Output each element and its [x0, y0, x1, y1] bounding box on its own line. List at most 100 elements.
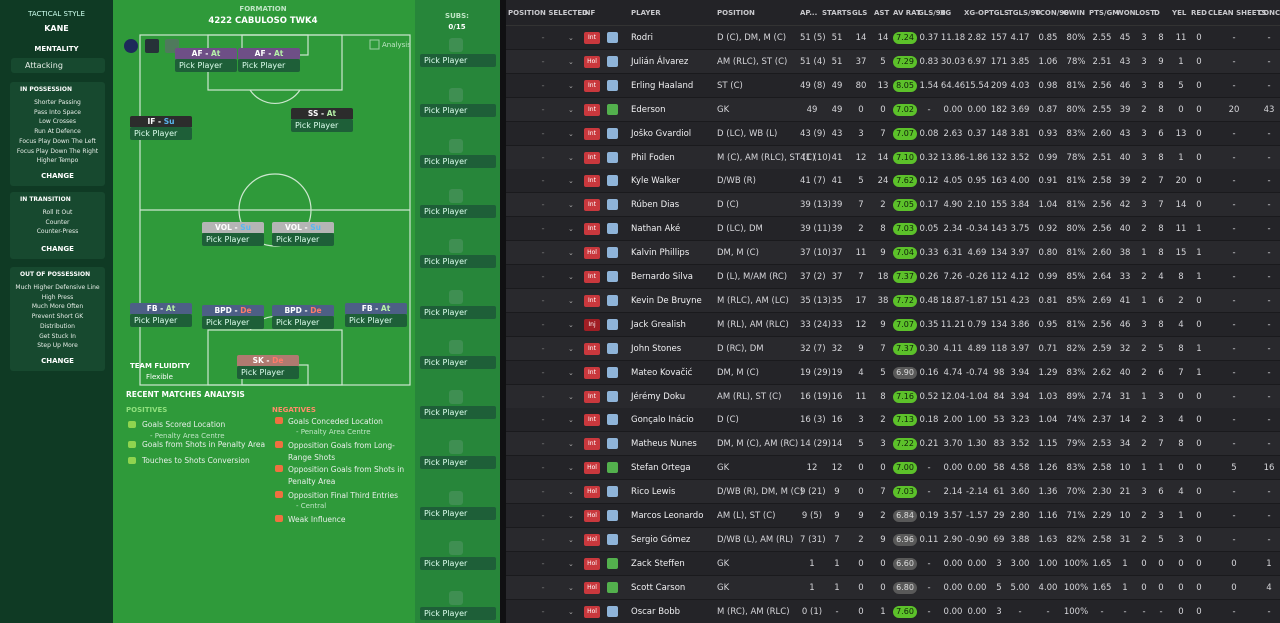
status-badge: Int: [584, 438, 600, 451]
pick-player[interactable]: Pick Player: [272, 233, 334, 246]
pick-player[interactable]: Pick Player: [420, 506, 496, 520]
pick-player[interactable]: Pick Player: [130, 127, 192, 140]
column-header[interactable]: TCON/90: [1035, 9, 1070, 17]
pick-player[interactable]: Pick Player: [420, 54, 496, 67]
cell: -: [1232, 319, 1236, 330]
cell: 3: [1141, 487, 1147, 498]
pick-player[interactable]: Pick Player: [291, 119, 353, 132]
pick-player[interactable]: Pick Player: [272, 316, 334, 329]
row-arrow: ⌄: [568, 296, 574, 305]
pick-player[interactable]: Pick Player: [420, 607, 496, 621]
pick-player[interactable]: Pick Player: [420, 104, 496, 118]
column-header[interactable]: INF: [582, 9, 596, 17]
cell: 82%: [1066, 534, 1086, 545]
column-header[interactable]: D: [1154, 9, 1160, 17]
column-header[interactable]: WON: [1116, 9, 1136, 17]
rating: 7.62: [893, 175, 917, 188]
pick-player[interactable]: Pick Player: [420, 154, 496, 168]
column-header[interactable]: STARTS: [822, 9, 852, 17]
column-header[interactable]: GWIN: [1063, 9, 1085, 17]
pick-player[interactable]: Pick Player: [202, 233, 264, 246]
column-header[interactable]: GLS: [852, 9, 868, 17]
cell: 0.00: [967, 463, 987, 474]
cell: 4.11: [943, 343, 963, 354]
pick-player[interactable]: Pick Player: [237, 366, 299, 379]
column-header[interactable]: XG-OP: [964, 9, 990, 17]
cell: 3: [1141, 152, 1147, 163]
cell: 83%: [1066, 367, 1086, 378]
cell: 4: [1266, 582, 1272, 593]
player-name: Oscar Bobb: [631, 606, 681, 617]
pick-player[interactable]: Pick Player: [420, 305, 496, 319]
cell: 3.75: [1010, 224, 1030, 235]
change-button[interactable]: CHANGE: [41, 245, 74, 253]
status-badge: Int: [584, 271, 600, 283]
instruction: Counter: [45, 218, 70, 226]
cell: 0: [1141, 582, 1147, 593]
role-label: SK - De: [237, 355, 299, 366]
cell: 37 (10): [800, 248, 831, 259]
pick-player[interactable]: Pick Player: [130, 314, 192, 327]
cell: 78%: [1066, 56, 1086, 67]
cell: 0.30: [919, 343, 939, 354]
analysis-title[interactable]: RECENT MATCHES ANALYSIS: [126, 390, 245, 399]
column-header[interactable]: GLS/90: [918, 9, 946, 17]
cell: 3: [1158, 415, 1164, 426]
cell: 2.10: [967, 200, 987, 211]
instruction: Prevent Short GK: [31, 313, 84, 321]
cell: 3: [996, 606, 1002, 617]
cell: 98: [993, 367, 1005, 378]
change-button[interactable]: CHANGE: [41, 172, 74, 180]
cell: 1: [834, 582, 840, 593]
cell: 83%: [1066, 463, 1086, 474]
cell: -: [1232, 224, 1236, 235]
cell: 2: [1141, 343, 1147, 354]
column-header[interactable]: RED: [1191, 9, 1207, 17]
column-header[interactable]: CLEAN SHEETS: [1208, 9, 1267, 17]
mentality-select[interactable]: Attacking: [11, 58, 105, 73]
column-header[interactable]: CONC: [1258, 9, 1280, 17]
column-header[interactable]: PLAYER: [631, 9, 661, 17]
pick-player[interactable]: Pick Player: [420, 204, 496, 218]
pick-player[interactable]: Pick Player: [345, 314, 407, 327]
analysis-checkbox[interactable]: [369, 39, 380, 50]
column-header[interactable]: TGLS/90: [1008, 9, 1041, 17]
role: BPD: [214, 306, 232, 315]
column-header[interactable]: XG: [940, 9, 952, 17]
pick-player[interactable]: Pick Player: [420, 406, 496, 420]
column-header[interactable]: YEL: [1172, 9, 1187, 17]
column-header[interactable]: LOST: [1135, 9, 1155, 17]
jersey: [449, 541, 463, 555]
column-header[interactable]: TGLS: [989, 9, 1010, 17]
cell: D (LC), DM: [717, 224, 763, 235]
column-header[interactable]: POSITION SELECTED: [508, 9, 588, 17]
pick-player[interactable]: Pick Player: [420, 557, 496, 570]
tactic-name[interactable]: KANE: [44, 24, 69, 33]
cell: 43: [1119, 56, 1131, 67]
pick-player[interactable]: Pick Player: [420, 355, 496, 369]
player-name: Rúben Dias: [631, 200, 680, 211]
pick-player[interactable]: Pick Player: [175, 59, 237, 72]
jersey: [449, 38, 463, 52]
pick-player[interactable]: Pick Player: [238, 59, 300, 72]
cell: 0.00: [943, 558, 963, 569]
column-header[interactable]: AV RAT: [893, 9, 921, 17]
status-badge: Int: [584, 151, 600, 164]
cell: 1: [1196, 248, 1202, 259]
shirt-icon: [607, 605, 618, 617]
pick-player[interactable]: Pick Player: [420, 255, 496, 269]
cell: -: [541, 558, 545, 569]
cell: 81%: [1066, 176, 1086, 187]
cell: 53: [993, 415, 1005, 426]
player-name: Stefan Ortega: [631, 463, 691, 474]
formation-name[interactable]: 4222 CABULOSO TWK4: [208, 16, 318, 26]
column-header[interactable]: PTS/GM: [1089, 9, 1120, 17]
column-header[interactable]: AP...: [800, 9, 818, 17]
player-name: John Stones: [631, 343, 682, 354]
column-header[interactable]: AST: [874, 9, 890, 17]
pick-player[interactable]: Pick Player: [420, 456, 496, 470]
pick-player[interactable]: Pick Player: [202, 316, 264, 329]
column-header[interactable]: POSITION: [717, 9, 755, 17]
change-button[interactable]: CHANGE: [41, 357, 74, 365]
cell: 2.56: [1092, 224, 1112, 235]
